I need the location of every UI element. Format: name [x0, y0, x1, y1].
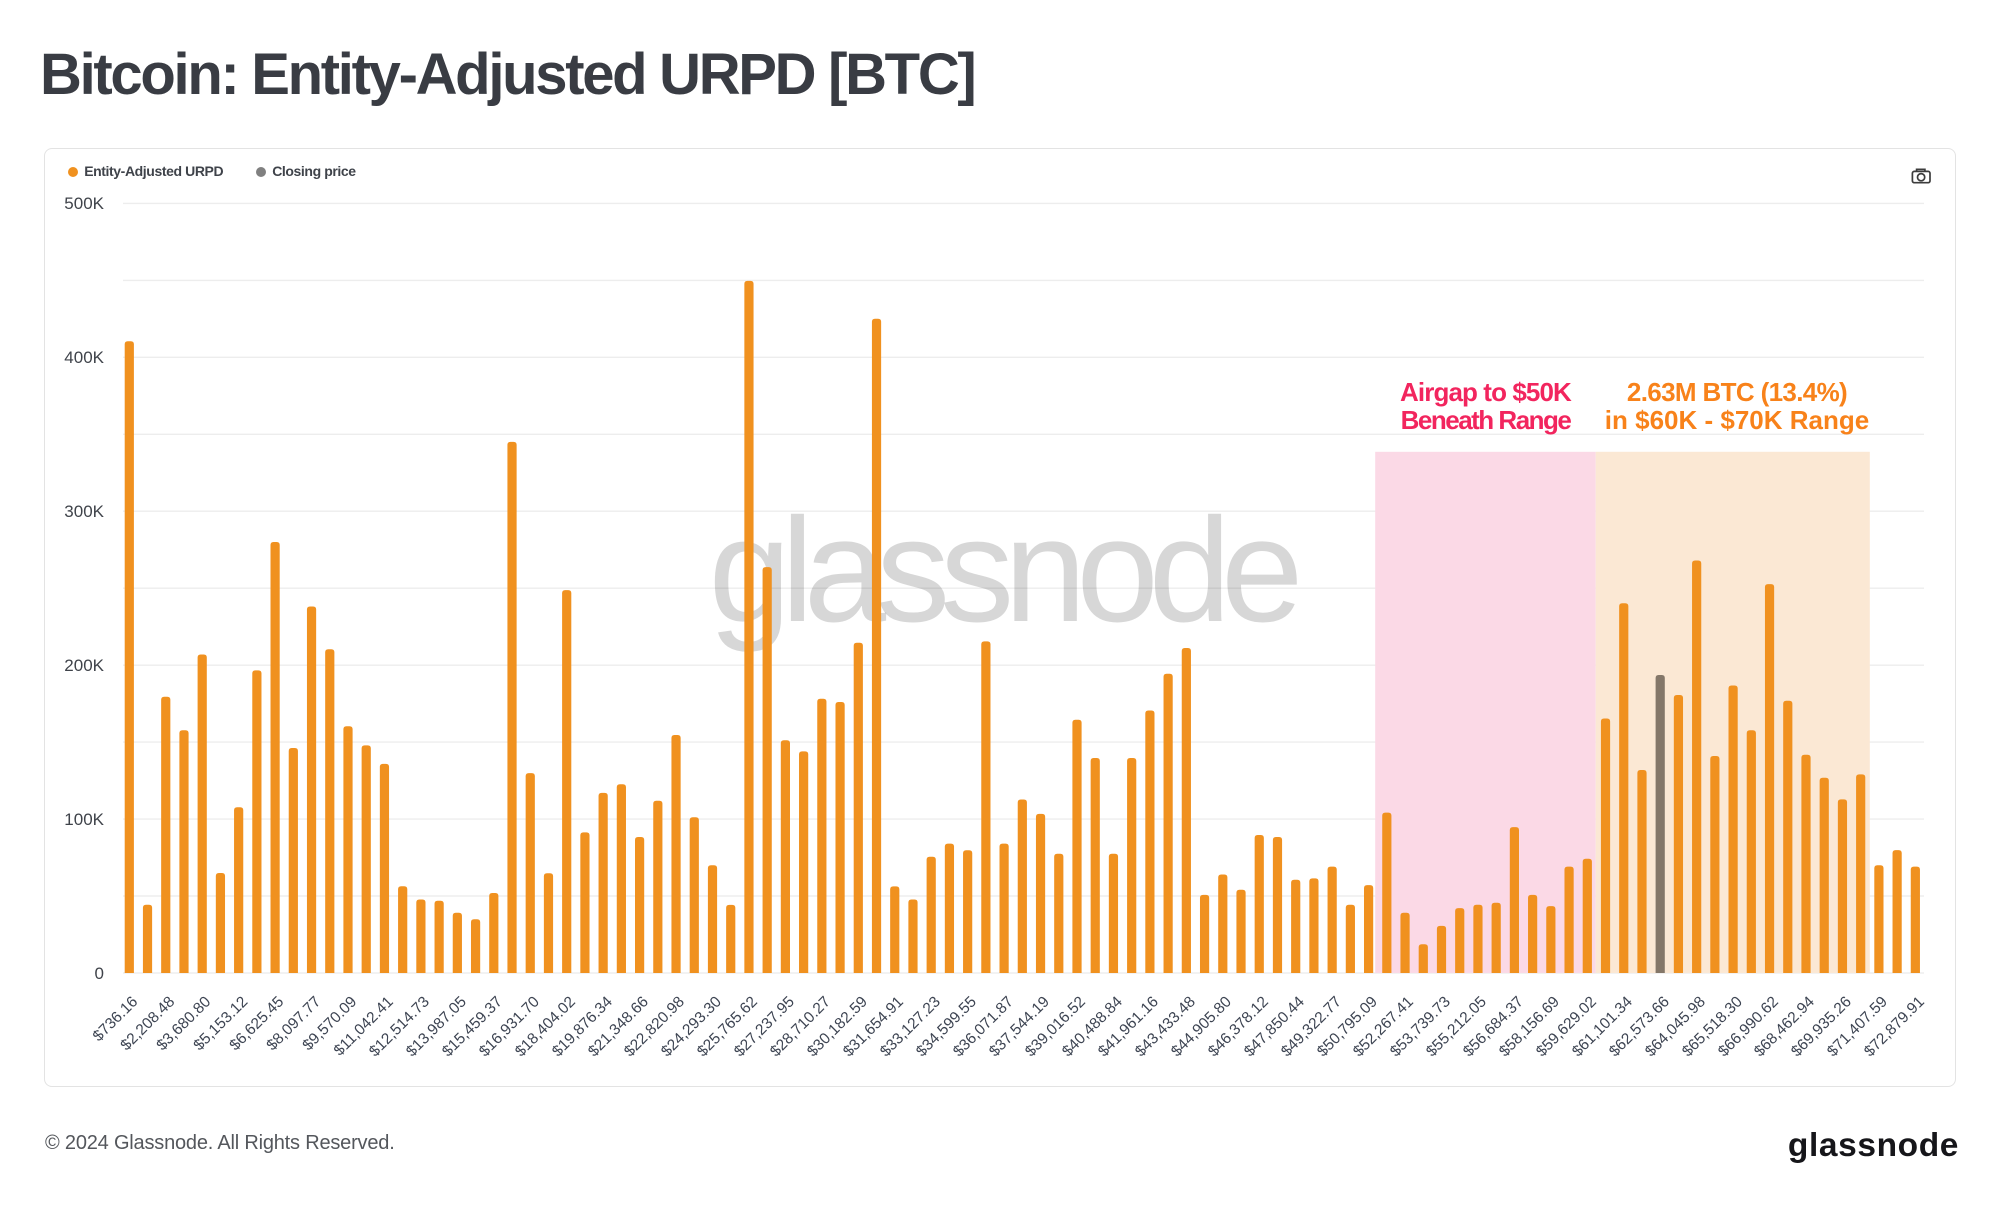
svg-text:glassnode: glassnode [709, 488, 1297, 653]
